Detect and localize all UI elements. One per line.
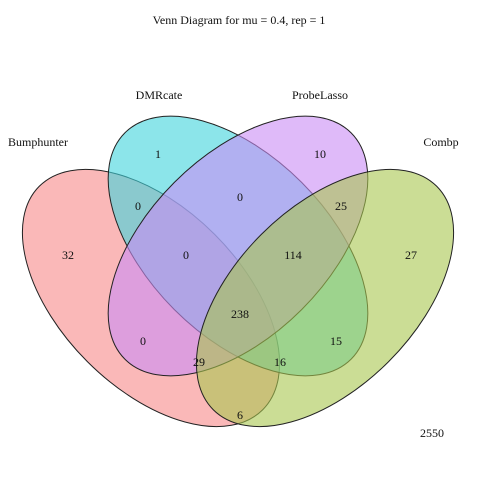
region-count-dmrcate-probelasso: 0: [237, 190, 243, 204]
region-counts: 32 1 10 27 0 0 25 0 114 238 0 15 29 16 6…: [62, 147, 444, 440]
region-count-none: 2550: [420, 426, 444, 440]
region-count-bumphunter-combp: 6: [237, 408, 243, 422]
region-count-all-four: 238: [231, 307, 249, 321]
region-count-bumphunter-dmrcate-combp: 16: [274, 355, 286, 369]
set-label-probelasso: ProbeLasso: [292, 88, 348, 102]
region-count-bumphunter-only: 32: [62, 248, 74, 262]
set-label-dmrcate: DMRcate: [136, 88, 183, 102]
region-count-combp-only: 27: [405, 248, 417, 262]
region-count-probelasso-combp: 25: [335, 199, 347, 213]
region-count-dmrcate-only: 1: [155, 147, 161, 161]
region-count-probelasso-only: 10: [314, 147, 326, 161]
region-count-bumphunter-probelasso: 0: [140, 334, 146, 348]
venn-ellipses: [21, 115, 455, 428]
set-label-bumphunter: Bumphunter: [8, 135, 68, 149]
set-labels: Bumphunter DMRcate ProbeLasso Combp: [8, 88, 459, 149]
set-label-combp: Combp: [423, 135, 458, 149]
region-count-dmrcate-combp: 15: [330, 334, 342, 348]
region-count-bumphunter-dmrcate: 0: [135, 199, 141, 213]
region-count-dmrcate-probelasso-combp: 114: [284, 248, 302, 262]
diagram-title: Venn Diagram for mu = 0.4, rep = 1: [153, 13, 326, 27]
set-ellipse-combp: [195, 168, 455, 428]
region-count-bumphunter-dmrcate-probelasso: 0: [183, 248, 189, 262]
region-count-bumphunter-probelasso-combp: 29: [193, 355, 205, 369]
